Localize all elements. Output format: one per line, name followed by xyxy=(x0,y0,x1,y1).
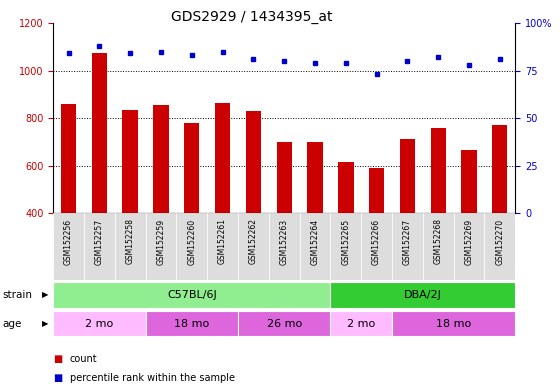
Bar xyxy=(400,139,415,308)
Bar xyxy=(369,168,384,308)
Text: 2 mo: 2 mo xyxy=(85,318,114,329)
Bar xyxy=(207,213,238,280)
Bar xyxy=(53,213,84,280)
Text: 2 mo: 2 mo xyxy=(347,318,375,329)
Text: GSM152264: GSM152264 xyxy=(310,218,320,265)
Bar xyxy=(92,53,107,308)
Bar xyxy=(238,311,330,336)
Text: GSM152257: GSM152257 xyxy=(95,218,104,265)
Text: ▶: ▶ xyxy=(42,319,49,328)
Bar xyxy=(184,123,199,308)
Text: percentile rank within the sample: percentile rank within the sample xyxy=(70,373,235,383)
Bar xyxy=(146,311,238,336)
Bar xyxy=(53,282,330,308)
Text: ■: ■ xyxy=(53,373,63,383)
Bar xyxy=(307,142,323,308)
Bar xyxy=(53,311,146,336)
Bar xyxy=(153,105,169,308)
Bar xyxy=(215,103,230,308)
Text: 18 mo: 18 mo xyxy=(174,318,209,329)
Bar xyxy=(238,213,269,280)
Text: count: count xyxy=(70,354,97,364)
Text: DBA/2J: DBA/2J xyxy=(404,290,442,300)
Bar xyxy=(330,311,392,336)
Bar xyxy=(84,213,115,280)
Bar xyxy=(461,150,477,308)
Text: GSM152268: GSM152268 xyxy=(433,218,443,265)
Text: GDS2929 / 1434395_at: GDS2929 / 1434395_at xyxy=(171,10,333,23)
Bar xyxy=(338,162,353,308)
Bar xyxy=(61,104,76,308)
Text: ■: ■ xyxy=(53,354,63,364)
Bar xyxy=(246,111,261,308)
Bar xyxy=(123,110,138,308)
Bar xyxy=(277,142,292,308)
Text: GSM152259: GSM152259 xyxy=(156,218,166,265)
Text: GSM152258: GSM152258 xyxy=(125,218,135,265)
Bar xyxy=(330,282,515,308)
Bar xyxy=(176,213,207,280)
Text: GSM152267: GSM152267 xyxy=(403,218,412,265)
Text: GSM152270: GSM152270 xyxy=(495,218,505,265)
Text: ▶: ▶ xyxy=(42,290,49,299)
Bar xyxy=(361,213,392,280)
Bar xyxy=(115,213,146,280)
Bar xyxy=(300,213,330,280)
Text: strain: strain xyxy=(3,290,33,300)
Bar xyxy=(431,127,446,308)
Text: 18 mo: 18 mo xyxy=(436,318,471,329)
Bar xyxy=(392,213,423,280)
Bar xyxy=(269,213,300,280)
Bar xyxy=(392,311,515,336)
Text: GSM152260: GSM152260 xyxy=(187,218,197,265)
Bar xyxy=(492,125,507,308)
Text: GSM152261: GSM152261 xyxy=(218,218,227,265)
Text: GSM152256: GSM152256 xyxy=(64,218,73,265)
Text: 26 mo: 26 mo xyxy=(267,318,302,329)
Text: GSM152266: GSM152266 xyxy=(372,218,381,265)
Text: C57BL/6J: C57BL/6J xyxy=(167,290,217,300)
Bar xyxy=(146,213,176,280)
Bar xyxy=(330,213,361,280)
Text: GSM152262: GSM152262 xyxy=(249,218,258,265)
Bar xyxy=(454,213,484,280)
Bar xyxy=(423,213,454,280)
Bar xyxy=(484,213,515,280)
Text: GSM152265: GSM152265 xyxy=(341,218,351,265)
Text: GSM152269: GSM152269 xyxy=(464,218,474,265)
Text: age: age xyxy=(3,318,22,329)
Text: GSM152263: GSM152263 xyxy=(279,218,289,265)
